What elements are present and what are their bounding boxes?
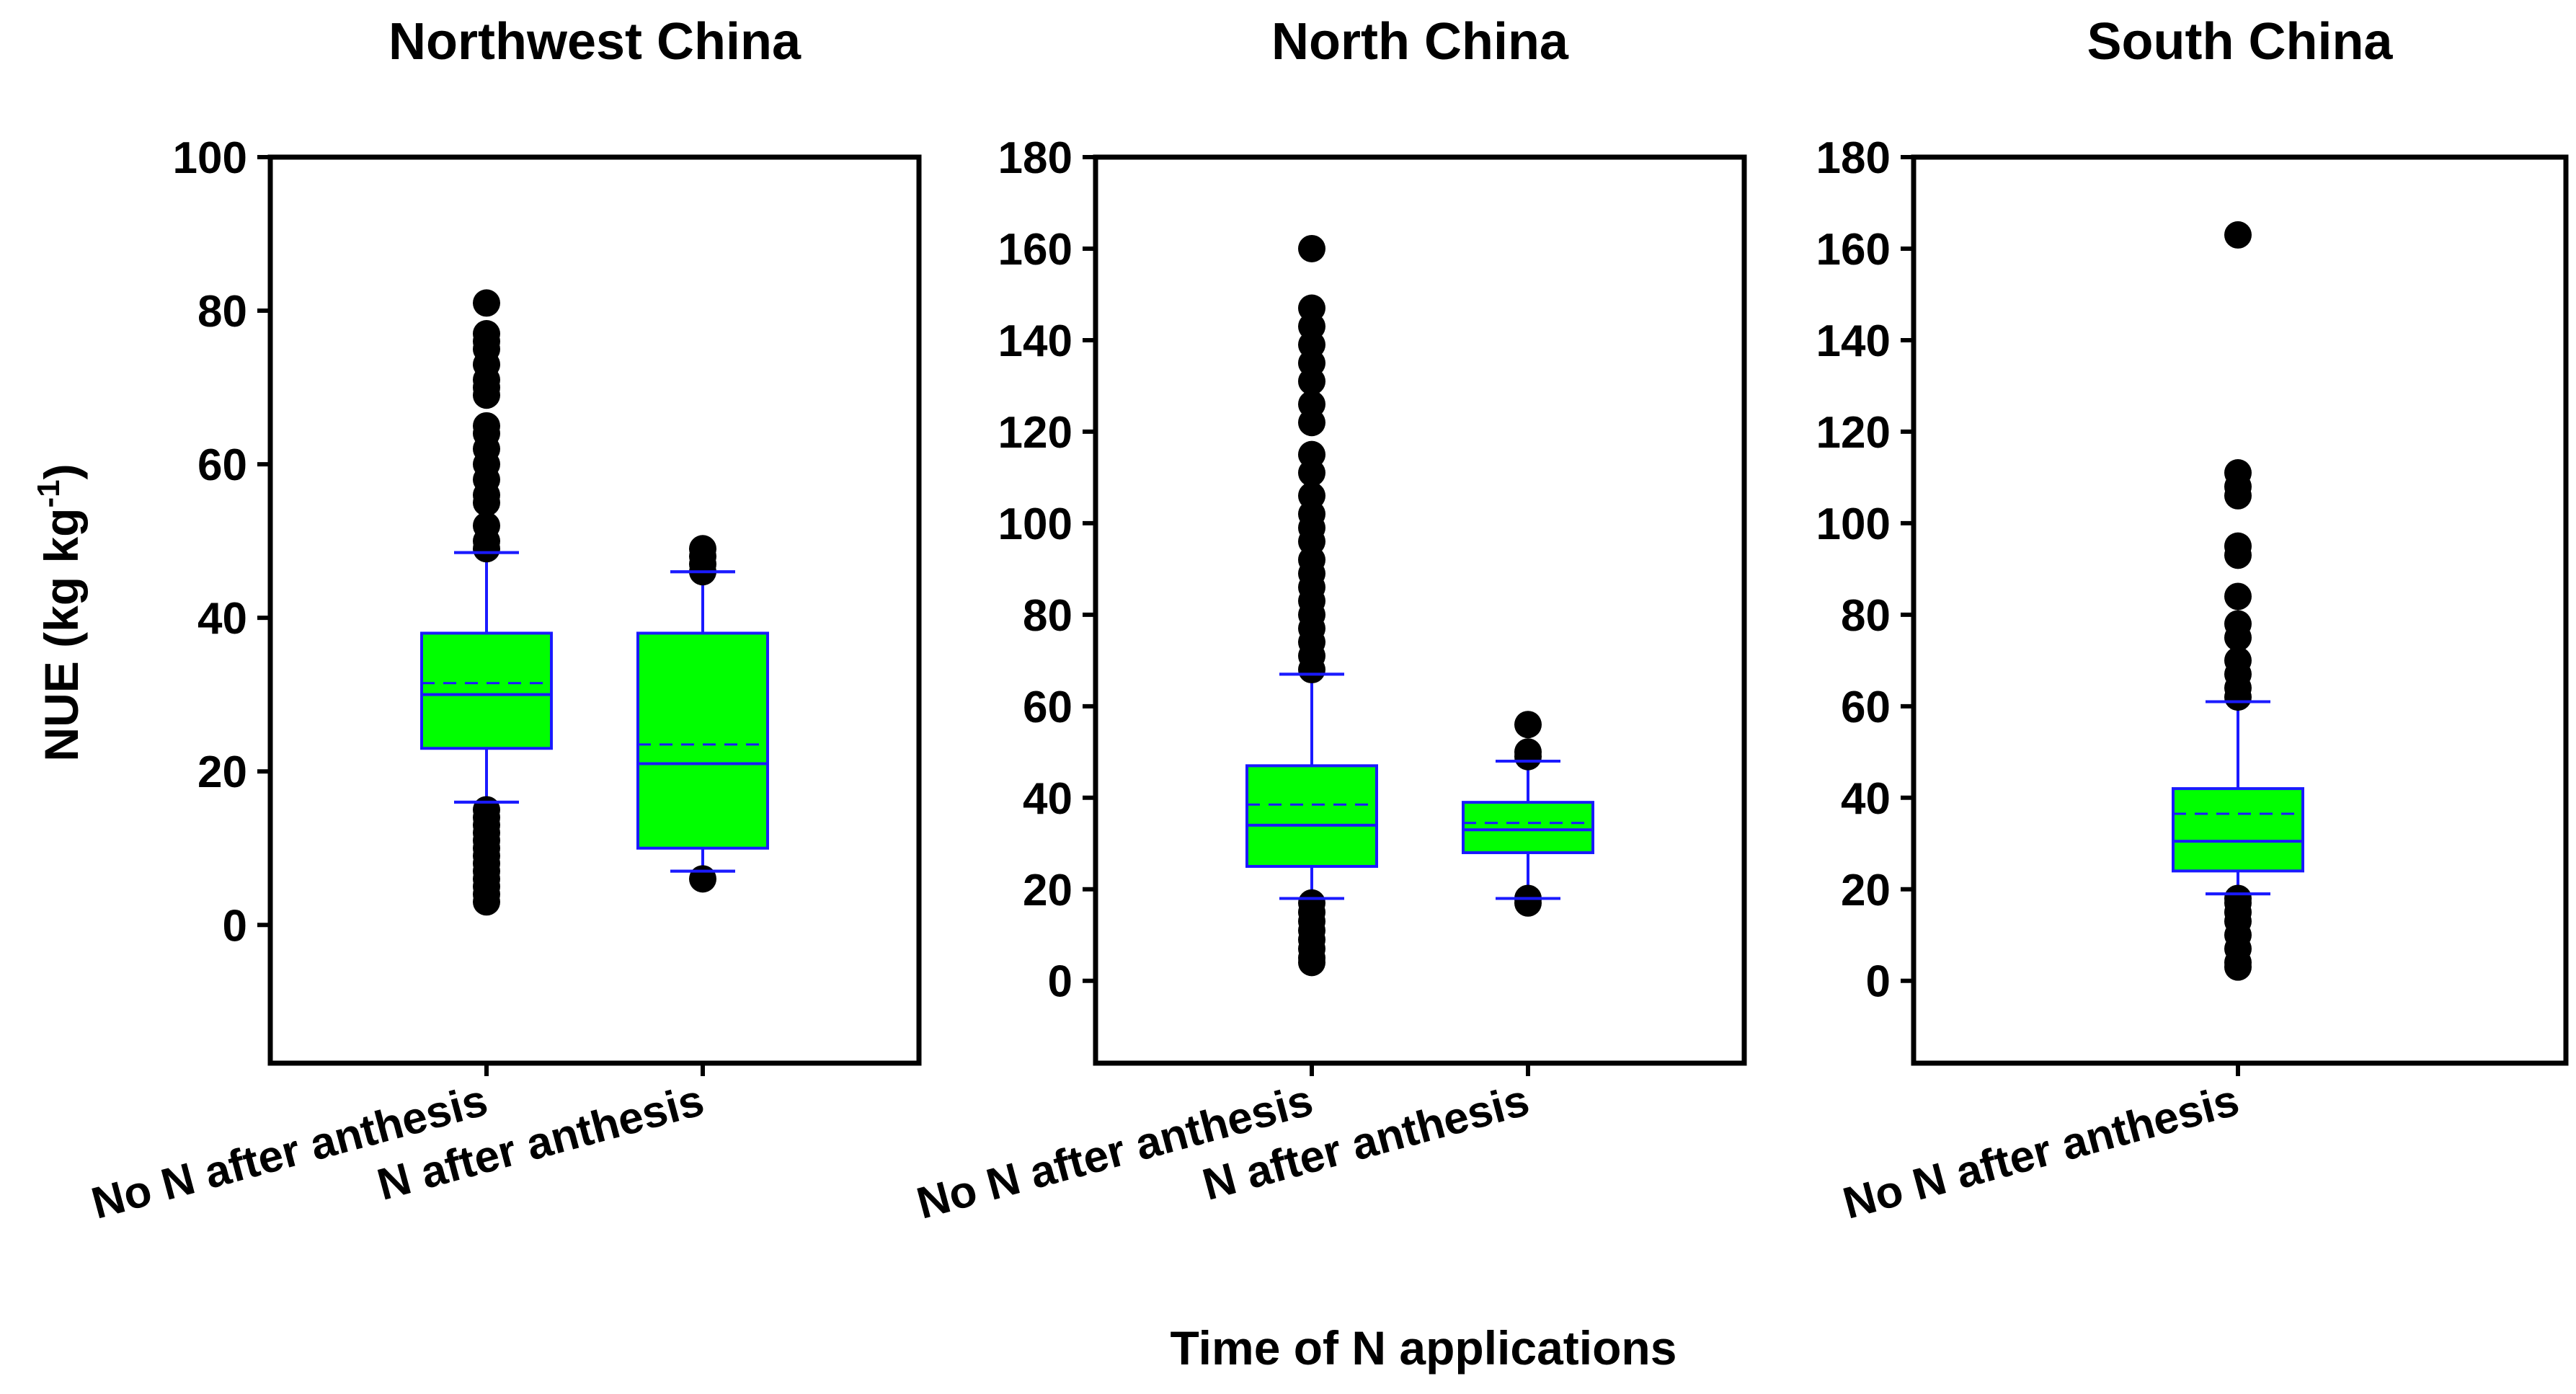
- outlier-point: [2224, 683, 2252, 711]
- box-plot-item: [1245, 234, 1378, 977]
- y-tick-label: 80: [197, 287, 247, 337]
- outlier-point: [473, 381, 500, 409]
- y-tick-label: 140: [1816, 316, 1891, 366]
- outlier-point: [2224, 541, 2252, 569]
- y-tick-label: 120: [998, 408, 1072, 458]
- chart-panels: Northwest China 0 20 40 60 80 100 No N after an…: [86, 13, 2569, 1229]
- y-tick-label: 100: [173, 133, 247, 183]
- outlier-point: [473, 535, 500, 563]
- y-tick-label: 100: [1816, 500, 1891, 549]
- outlier-point: [1298, 368, 1325, 396]
- y-tick-label: 60: [1023, 683, 1072, 732]
- y-tick-label: 80: [1023, 591, 1072, 641]
- y-tick-label: 80: [1841, 591, 1891, 641]
- iqr-box: [636, 631, 769, 850]
- y-tick-label: 160: [1816, 225, 1891, 275]
- x-axis-title: Time of N applications: [1171, 1321, 1677, 1375]
- outlier-point: [2224, 623, 2252, 652]
- panel-title: North China: [1271, 13, 1569, 71]
- y-tick-label: 20: [197, 747, 247, 797]
- y-axis-title-text: NUE (kg kg: [35, 508, 88, 762]
- outlier-point: [473, 289, 500, 317]
- plot-frame: [1093, 154, 1747, 1066]
- panel-title: South China: [2087, 13, 2394, 71]
- y-tick-label: 120: [1816, 408, 1891, 458]
- y-tick-label: 40: [1023, 774, 1072, 824]
- y-axis-title-close: ): [35, 463, 88, 479]
- outlier-point: [1298, 234, 1325, 262]
- outlier-point: [473, 888, 500, 916]
- iqr-box: [1245, 764, 1378, 869]
- outlier-point: [2224, 221, 2252, 249]
- y-tick-label: 140: [998, 316, 1072, 366]
- plot-frame: [267, 154, 922, 1066]
- y-tick-label: 180: [1816, 133, 1891, 183]
- outlier-point: [2224, 953, 2252, 981]
- outlier-point: [473, 489, 500, 517]
- outlier-point: [1298, 656, 1325, 684]
- box-plot-item: [636, 535, 769, 893]
- outlier-point: [689, 865, 716, 893]
- y-tick-label: 40: [1841, 774, 1891, 824]
- iqr-box: [2172, 787, 2304, 873]
- y-tick-label: 20: [1841, 866, 1891, 915]
- y-tick-label: 0: [1866, 957, 1891, 1007]
- y-tick-label: 0: [223, 901, 247, 951]
- y-tick-label: 20: [1023, 866, 1072, 915]
- y-tick-label: 0: [1048, 957, 1072, 1007]
- y-tick-label: 60: [1841, 683, 1891, 732]
- panel-title: Northwest China: [388, 13, 801, 71]
- outlier-point: [1514, 711, 1542, 739]
- outlier-point: [1298, 459, 1325, 487]
- outlier-point: [2224, 582, 2252, 611]
- box-plot-item: [420, 289, 553, 916]
- iqr-box: [1462, 801, 1594, 854]
- outlier-point: [1514, 742, 1542, 771]
- y-axis-title: NUE (kg kg-1): [31, 463, 88, 761]
- outlier-point: [2224, 481, 2252, 510]
- iqr-box: [420, 631, 553, 750]
- chart-panel: South China 0 20 40 60 80 100 120 140 160 180 No N …: [1816, 13, 2569, 1229]
- outlier-point: [1298, 409, 1325, 437]
- y-axis-title-superscript: -1: [31, 479, 66, 507]
- outlier-point: [1298, 949, 1325, 977]
- y-tick-label: 40: [197, 594, 247, 644]
- x-category-label: No N after anthesis: [1838, 1075, 2244, 1229]
- y-tick-label: 180: [998, 133, 1072, 183]
- box-plot-item: [1462, 711, 1594, 917]
- y-tick-label: 160: [998, 225, 1072, 275]
- box-plot-item: [2172, 221, 2304, 981]
- y-tick-label: 60: [197, 440, 247, 490]
- y-tick-label: 100: [998, 500, 1072, 549]
- outlier-point: [1514, 889, 1542, 917]
